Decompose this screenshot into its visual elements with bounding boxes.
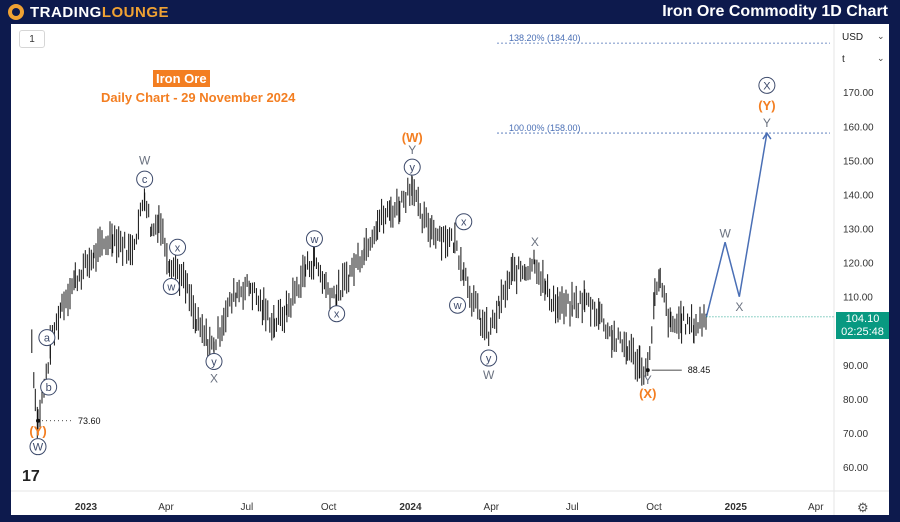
wave-label: w (166, 281, 175, 293)
y-tick-label: 90.00 (843, 361, 868, 372)
wave-label-circle (403, 158, 421, 176)
wave-label: (W) (402, 130, 423, 145)
price-marker-label: 73.60 (78, 416, 101, 426)
wave-label: X (210, 372, 218, 386)
y-tick-label: 150.00 (843, 156, 874, 167)
y-tick-label: 160.00 (843, 122, 874, 133)
y-tick-label: 80.00 (843, 395, 868, 406)
fib-level-label: 100.00% (158.00) (509, 123, 581, 133)
interval-label: 1 (29, 33, 35, 45)
x-tick-label: Oct (321, 502, 337, 513)
wave-label: y (486, 353, 492, 365)
wave-label-circle (305, 230, 323, 248)
unit-selector[interactable]: t (842, 54, 845, 65)
wave-label: W (483, 368, 495, 382)
projection-arrow-icon (762, 131, 772, 140)
wave-label-circle (455, 213, 473, 231)
wave-label: X (531, 235, 539, 249)
wave-label: (Y) (29, 423, 46, 438)
y-tick-label: 130.00 (843, 225, 874, 236)
chart-panel (11, 24, 889, 515)
currency-selector[interactable]: USD (842, 32, 864, 43)
wave-label: W (33, 442, 44, 454)
y-tick-label: 70.00 (843, 429, 868, 440)
x-tick-label: 2023 (75, 502, 98, 513)
wave-label-circle (449, 296, 467, 314)
wave-label: y (211, 356, 217, 368)
wave-label: y (409, 162, 415, 174)
y-tick-label: 170.00 (843, 88, 874, 99)
logo-text: TRADINGLOUNGE (30, 3, 169, 21)
projection-path (705, 132, 768, 317)
logo-icon (8, 4, 24, 20)
wave-label: x (461, 217, 467, 229)
wave-label-circle (758, 76, 776, 94)
wave-label: X (735, 300, 743, 314)
wave-label-circle (29, 438, 47, 456)
wave-label-circle (480, 349, 498, 367)
wave-label-circle (328, 305, 346, 323)
x-tick-label: Jul (566, 502, 579, 513)
x-tick-label: Jul (240, 502, 253, 513)
wave-label: X (763, 80, 771, 92)
instrument-label: Iron Ore (153, 70, 210, 87)
tradinglounge-logo[interactable]: TRADINGLOUNGE (8, 3, 169, 21)
chart-subtitle: Daily Chart - 29 November 2024 (101, 90, 296, 105)
wave-label: W (719, 227, 731, 241)
price-marker-dot (645, 368, 650, 373)
wave-label-circle (136, 170, 154, 188)
wave-label: (X) (639, 386, 656, 401)
price-marker-label: 88.45 (688, 365, 711, 375)
wave-label-circle (169, 238, 187, 256)
wave-label: Y (644, 373, 652, 387)
wave-label: b (46, 382, 52, 394)
wave-label: Y (763, 116, 771, 130)
wave-label: x (334, 309, 340, 321)
wave-label: Y (408, 143, 416, 157)
y-tick-label: 140.00 (843, 190, 874, 201)
x-tick-label: Apr (484, 502, 500, 513)
wave-label: c (142, 174, 148, 186)
wave-label: (Y) (758, 98, 775, 113)
chart-title: Iron Ore Commodity 1D Chart (662, 3, 888, 20)
x-tick-label: 2025 (725, 502, 748, 513)
tradingview-logo[interactable]: 17 (22, 468, 40, 485)
wave-label: W (139, 153, 151, 167)
wave-label-circle (40, 378, 58, 396)
wave-label: w (309, 234, 318, 246)
chevron-down-icon: ⌄ (877, 53, 885, 63)
gear-icon[interactable]: ⚙ (857, 500, 869, 515)
fib-level-label: 138.20% (184.40) (509, 33, 581, 43)
wave-label-circle (205, 352, 223, 370)
chevron-down-icon: ⌄ (877, 31, 885, 41)
x-tick-label: Apr (158, 502, 174, 513)
wave-label: a (44, 333, 51, 345)
x-tick-label: 2024 (399, 502, 422, 513)
last-price: 104.10 (845, 313, 880, 325)
bar-countdown: 02:25:48 (841, 326, 884, 338)
interval-button[interactable]: 1 (19, 30, 45, 48)
wave-label-circle (162, 277, 180, 295)
y-tick-label: 60.00 (843, 463, 868, 474)
wave-label: w (453, 300, 462, 312)
wave-label-circle (38, 329, 56, 347)
header-bar: TRADINGLOUNGE Iron Ore Commodity 1D Char… (0, 0, 900, 24)
x-tick-label: Apr (808, 502, 824, 513)
y-tick-label: 120.00 (843, 259, 874, 270)
wave-label: x (175, 242, 181, 254)
last-price-tag: 104.10 02:25:48 (836, 312, 889, 339)
x-tick-label: Oct (646, 502, 662, 513)
y-tick-label: 110.00 (843, 293, 873, 304)
price-marker-dot (36, 418, 40, 423)
